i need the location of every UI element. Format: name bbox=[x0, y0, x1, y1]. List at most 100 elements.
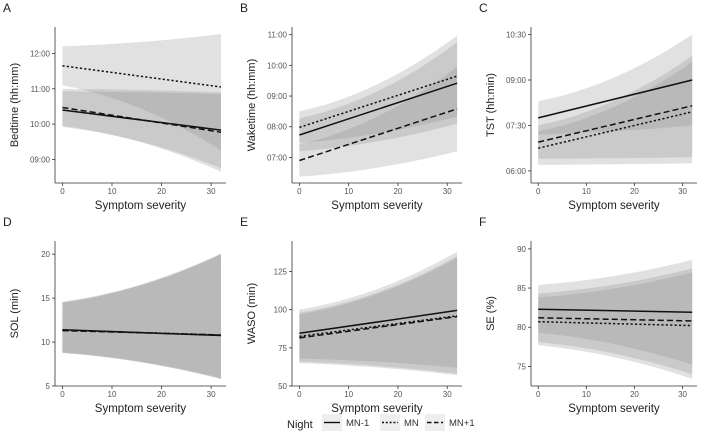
y-tick-label: 75 bbox=[517, 362, 526, 371]
panel-label: F bbox=[479, 215, 486, 229]
x-tick-label: 10 bbox=[108, 390, 117, 399]
legend-title: Night bbox=[287, 419, 313, 431]
x-tick-label: 30 bbox=[207, 390, 216, 399]
y-tick-label: 75 bbox=[278, 344, 287, 353]
legend-item-label: MN-1 bbox=[346, 418, 369, 429]
y-tick-label: 11:00 bbox=[268, 31, 288, 40]
x-tick-label: 30 bbox=[678, 187, 687, 196]
panel-b: 0 10 20 30 07:00 08:00 09:00 10:00 11:00 B Symptom… bbox=[240, 1, 462, 212]
y-tick-label: 11:00 bbox=[31, 85, 51, 94]
ci-band-mnplus1 bbox=[299, 257, 458, 376]
ci-bands bbox=[538, 259, 693, 379]
x-tick-label: 20 bbox=[630, 187, 639, 196]
x-tick-label: 30 bbox=[678, 390, 687, 399]
x-axis-title: Symptom severity bbox=[331, 200, 423, 212]
ci-bands bbox=[62, 253, 222, 379]
ci-band-mn bbox=[538, 272, 693, 379]
y-tick-label: 20 bbox=[41, 250, 50, 259]
x-tick-label: 0 bbox=[536, 390, 541, 399]
ci-band-mn bbox=[62, 34, 222, 151]
legend-item-mnplus1: MN+1 bbox=[425, 414, 475, 431]
x-tick-label: 30 bbox=[443, 187, 452, 196]
y-tick-label: 06:00 bbox=[506, 167, 527, 176]
y-tick-label: 12:00 bbox=[30, 49, 51, 58]
x-axis-title: Symptom severity bbox=[95, 200, 187, 212]
series-line-mn bbox=[299, 75, 458, 129]
panel-label: D bbox=[3, 215, 12, 229]
ci-band-mnplus1 bbox=[62, 88, 222, 172]
legend-item-label: MN bbox=[404, 418, 419, 429]
x-tick-label: 0 bbox=[60, 187, 65, 196]
series-line-mn-1 bbox=[299, 82, 458, 136]
series-line-mn-1 bbox=[538, 79, 693, 119]
ci-band-mn-1 bbox=[62, 91, 222, 169]
ci-bands bbox=[299, 251, 458, 376]
x-tick-label: 20 bbox=[157, 390, 166, 399]
series-line-mnplus1 bbox=[538, 317, 693, 322]
x-tick-label: 0 bbox=[297, 187, 302, 196]
x-axis-title: Symptom severity bbox=[568, 403, 660, 415]
x-tick-label: 20 bbox=[157, 187, 166, 196]
panel-c: 0 10 20 30 06:00 07:30 09:00 10:30 C Symptom seve… bbox=[479, 1, 697, 212]
y-tick-label: 09:00 bbox=[30, 155, 51, 164]
y-tick-label: 07:00 bbox=[267, 153, 288, 162]
ci-band-mnplus1 bbox=[299, 66, 458, 177]
y-axis-title: Bedtime (hh:mm) bbox=[9, 63, 21, 147]
x-tick-label: 10 bbox=[582, 390, 591, 399]
x-tick-label: 10 bbox=[582, 187, 591, 196]
ci-band-mnplus1 bbox=[538, 268, 693, 375]
ci-bands bbox=[299, 35, 458, 177]
panel-label: B bbox=[240, 1, 248, 15]
x-tick-label: 10 bbox=[344, 187, 353, 196]
x-tick-label: 0 bbox=[60, 390, 65, 399]
x-tick-label: 0 bbox=[297, 390, 302, 399]
panel-label: A bbox=[3, 1, 11, 15]
y-tick-label: 125 bbox=[274, 268, 288, 277]
x-tick-label: 10 bbox=[344, 390, 353, 399]
y-tick-label: 09:00 bbox=[267, 92, 288, 101]
x-axis-title: Symptom severity bbox=[568, 200, 660, 212]
ci-band-mn bbox=[538, 61, 693, 165]
series-line-mnplus1 bbox=[538, 105, 693, 143]
series-line-mn bbox=[538, 320, 693, 327]
ci-band-mn-1 bbox=[299, 251, 458, 368]
x-tick-label: 20 bbox=[393, 187, 402, 196]
x-tick-label: 30 bbox=[443, 390, 452, 399]
y-tick-label: 10 bbox=[41, 338, 50, 347]
series-line-mn bbox=[62, 65, 222, 88]
series-line-mnplus1 bbox=[299, 108, 458, 162]
y-tick-label: 15 bbox=[41, 294, 50, 303]
y-axis-title: SE (%) bbox=[485, 296, 497, 331]
y-tick-label: 10:00 bbox=[267, 61, 288, 70]
ci-band-mn-1 bbox=[538, 34, 693, 135]
legend: Night MN-1 MN MN+1 bbox=[287, 414, 475, 431]
y-tick-label: 85 bbox=[517, 284, 526, 293]
y-tick-label: 100 bbox=[274, 306, 288, 315]
x-tick-label: 0 bbox=[536, 187, 541, 196]
y-tick-label: 10:00 bbox=[30, 120, 51, 129]
panel-f: 0 10 20 30 75 80 85 90 F Symptom severity SE (%) bbox=[479, 215, 697, 415]
series-line-mnplus1 bbox=[299, 315, 458, 339]
y-tick-label: 08:00 bbox=[267, 123, 288, 132]
y-tick-label: 50 bbox=[278, 382, 287, 391]
ci-band-mn bbox=[299, 256, 458, 374]
ci-band-mn bbox=[62, 254, 222, 379]
ci-band-mn-1 bbox=[62, 253, 222, 379]
legend-item-label: MN+1 bbox=[449, 418, 475, 429]
x-axis-title: Symptom severity bbox=[331, 403, 423, 415]
x-tick-label: 10 bbox=[108, 187, 117, 196]
ci-band-mnplus1 bbox=[62, 254, 222, 379]
panel-d: 0 10 20 30 5 10 15 20 D Symptom severity SOL (min) bbox=[3, 215, 226, 415]
panel-a: 0 10 20 30 09:00 10:00 11:00 12:00 A Symptom seve… bbox=[3, 1, 226, 212]
y-axis-title: TST (hh:min) bbox=[485, 73, 497, 137]
y-tick-label: 09:00 bbox=[506, 76, 527, 85]
y-tick-label: 5 bbox=[46, 382, 51, 391]
x-tick-label: 20 bbox=[630, 390, 639, 399]
x-tick-label: 30 bbox=[207, 187, 216, 196]
panel-e: 0 10 20 30 50 75 100 125 E Symptom severity WASO (… bbox=[240, 215, 462, 415]
legend-item-mn: MN bbox=[380, 414, 419, 431]
y-tick-label: 90 bbox=[517, 245, 526, 254]
x-axis-title: Symptom severity bbox=[95, 403, 187, 415]
ci-band-mn-1 bbox=[538, 259, 693, 365]
series-line-mn-1 bbox=[62, 109, 222, 131]
